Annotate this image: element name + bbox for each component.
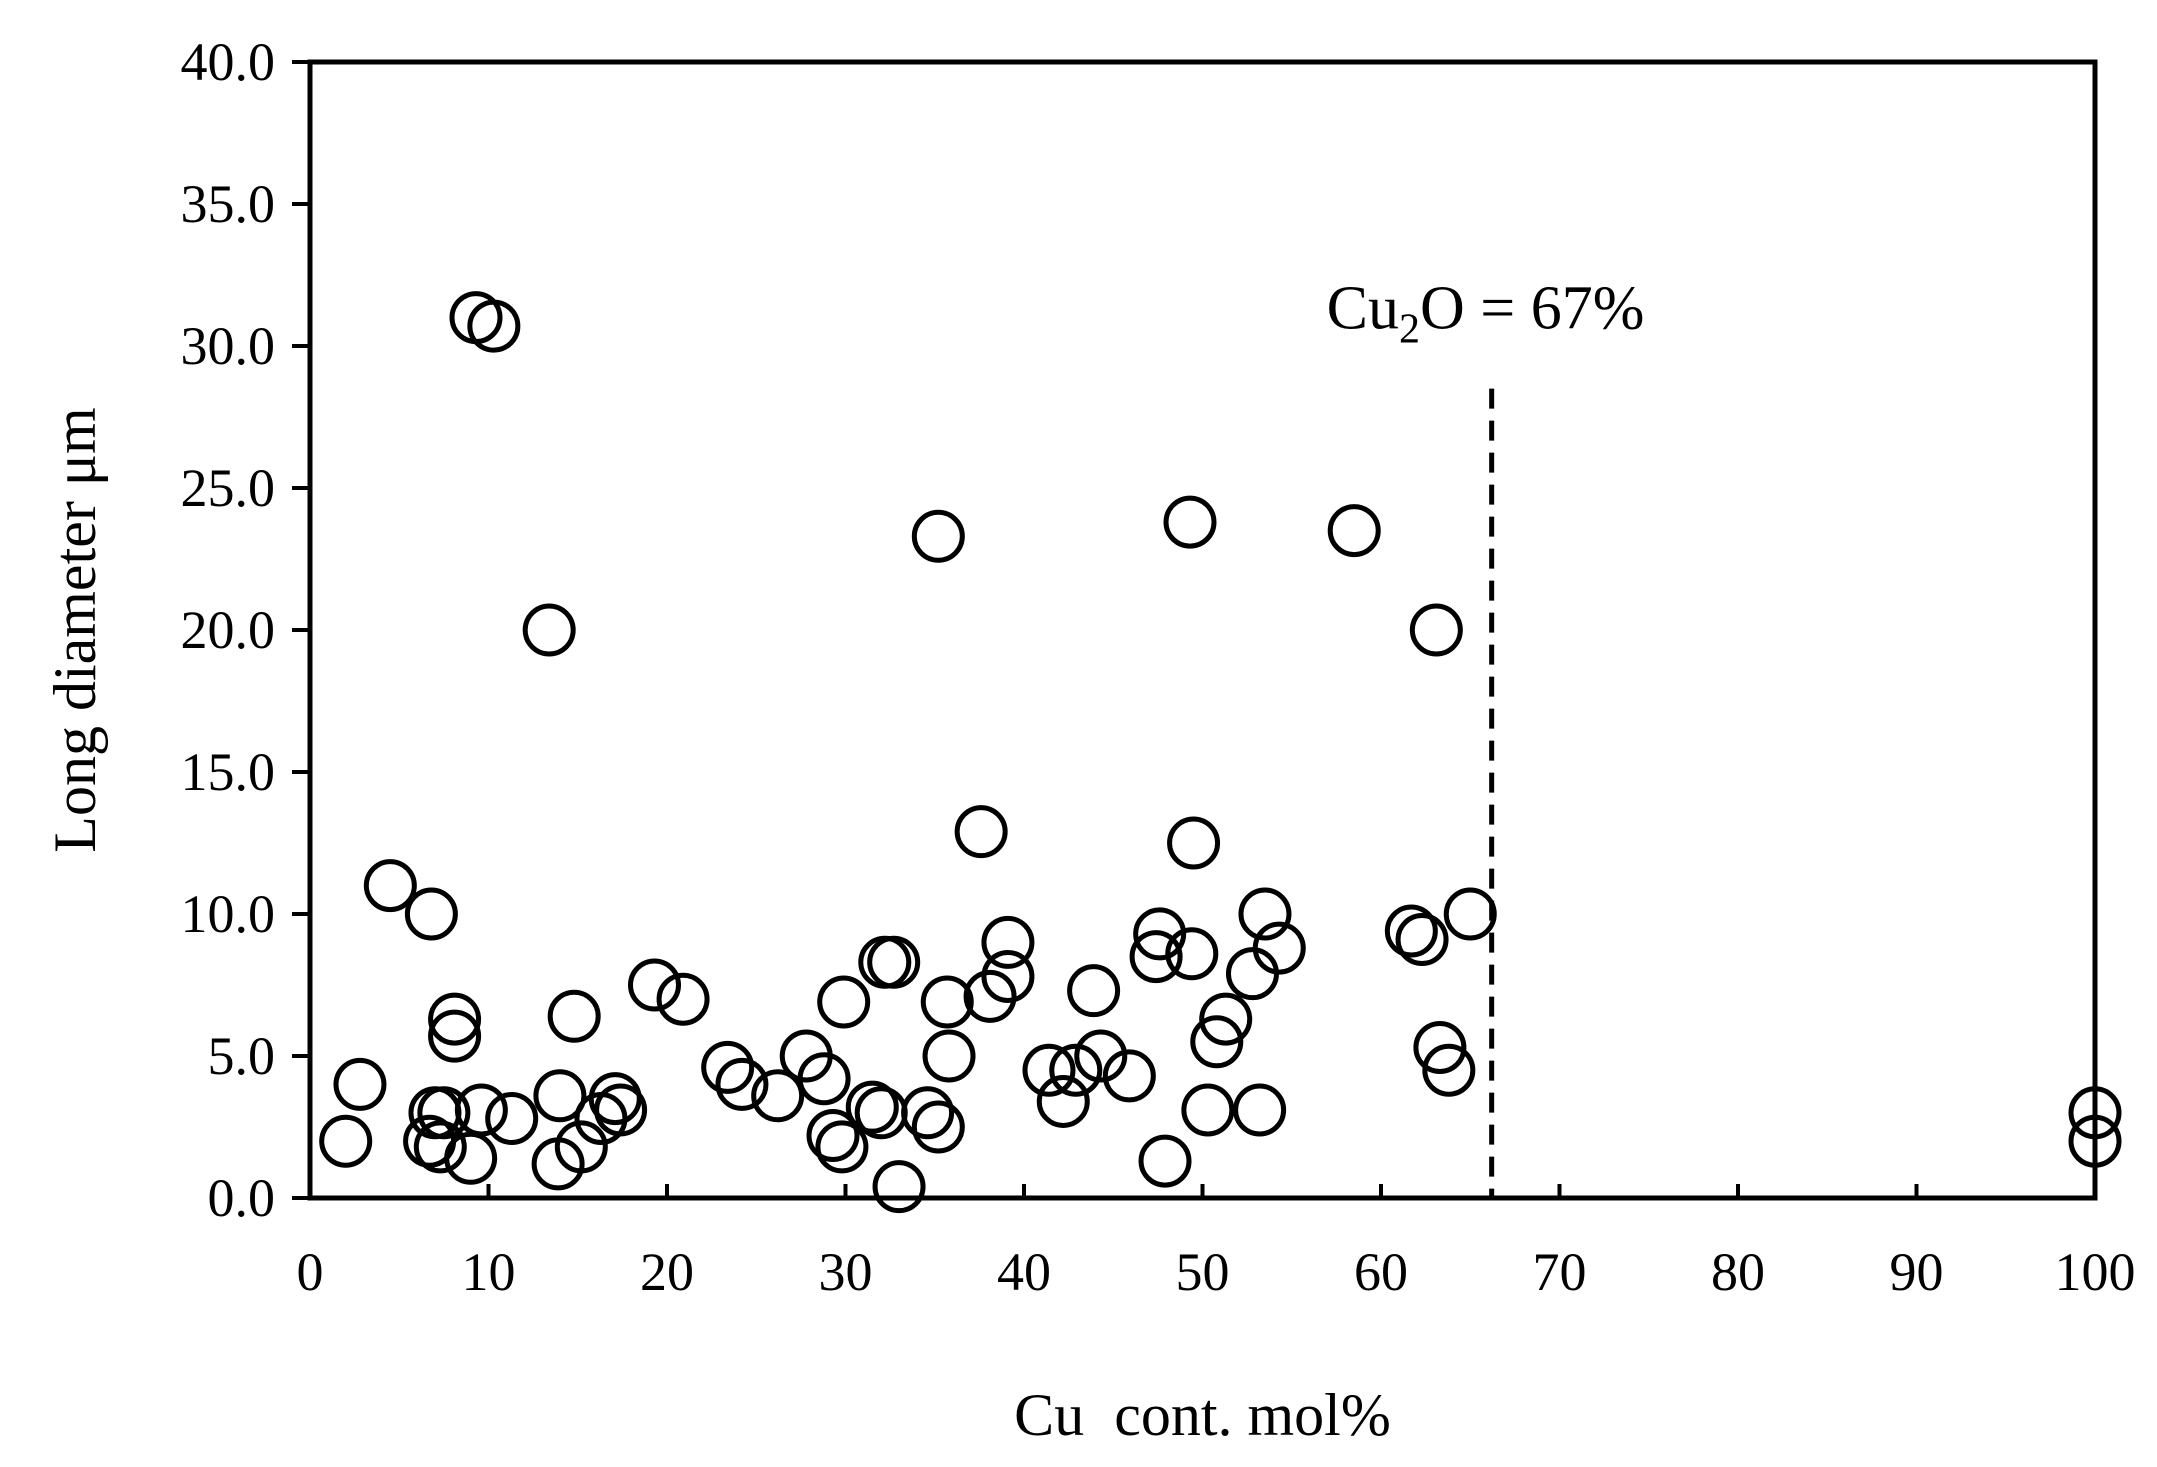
data-point bbox=[1413, 1020, 1467, 1074]
x-tick-label: 40 bbox=[997, 1242, 1051, 1302]
data-point bbox=[954, 805, 1008, 859]
y-tick-label: 5.0 bbox=[208, 1026, 276, 1086]
x-tick-label: 10 bbox=[462, 1242, 516, 1302]
data-point bbox=[554, 1120, 608, 1174]
data-point bbox=[413, 1120, 467, 1174]
data-point bbox=[922, 1029, 976, 1083]
data-point bbox=[522, 603, 576, 657]
y-axis-title: Long diameter μm bbox=[42, 407, 108, 852]
data-point bbox=[1190, 1015, 1244, 1069]
data-point bbox=[815, 1120, 869, 1174]
data-point bbox=[404, 887, 458, 941]
data-point bbox=[1384, 904, 1438, 958]
data-point bbox=[854, 1086, 908, 1140]
data-point bbox=[1422, 1043, 1476, 1097]
data-point bbox=[911, 509, 965, 563]
data-point bbox=[319, 1114, 373, 1168]
data-point bbox=[444, 1131, 498, 1185]
data-point bbox=[911, 1100, 965, 1154]
data-point bbox=[981, 949, 1035, 1003]
cu2o-annotation: Cu2O = 67% bbox=[1327, 275, 1645, 353]
data-point bbox=[1133, 907, 1187, 961]
y-tick-label: 40.0 bbox=[181, 32, 276, 92]
y-tick-label: 10.0 bbox=[181, 884, 276, 944]
x-tick-label: 60 bbox=[1354, 1242, 1408, 1302]
data-point bbox=[1067, 964, 1121, 1018]
data-point bbox=[1252, 921, 1306, 975]
annotation-subscript: 2 bbox=[1399, 307, 1420, 353]
annotation-main: Cu bbox=[1327, 275, 1399, 343]
x-tick-label: 70 bbox=[1533, 1242, 1587, 1302]
x-tick-label: 80 bbox=[1711, 1242, 1765, 1302]
data-point bbox=[751, 1069, 805, 1123]
y-tick-label: 35.0 bbox=[181, 174, 276, 234]
data-point bbox=[701, 1040, 755, 1094]
data-point bbox=[845, 1080, 899, 1134]
x-tick-label: 90 bbox=[1890, 1242, 1944, 1302]
data-point bbox=[797, 1052, 851, 1106]
data-point bbox=[1233, 1083, 1287, 1137]
data-point bbox=[806, 1109, 860, 1163]
y-tick-label: 30.0 bbox=[181, 316, 276, 376]
data-point bbox=[817, 975, 871, 1029]
data-point bbox=[1409, 603, 1463, 657]
data-point bbox=[872, 1160, 926, 1214]
data-point bbox=[533, 1069, 587, 1123]
data-point bbox=[1036, 1074, 1090, 1128]
x-tick-label: 30 bbox=[819, 1242, 873, 1302]
y-tick-label: 25.0 bbox=[181, 458, 276, 518]
data-point bbox=[1443, 887, 1497, 941]
data-point bbox=[1238, 887, 1292, 941]
data-point bbox=[428, 992, 482, 1046]
data-point bbox=[628, 958, 682, 1012]
data-point bbox=[1395, 913, 1449, 967]
data-point bbox=[417, 1086, 471, 1140]
x-tick-label: 100 bbox=[2055, 1242, 2136, 1302]
data-point bbox=[363, 859, 417, 913]
data-points bbox=[319, 291, 2122, 1214]
data-point bbox=[1049, 1043, 1103, 1097]
data-point bbox=[901, 1086, 955, 1140]
data-point bbox=[715, 1057, 769, 1111]
data-point bbox=[963, 969, 1017, 1023]
annotation-rest: O = 67% bbox=[1420, 275, 1644, 343]
y-axis-ticks: 0.0 5.0 10.0 15.0 20.0 25.0 30.0 35.0 40.0 bbox=[181, 32, 310, 1228]
data-point bbox=[485, 1091, 539, 1145]
data-point bbox=[1074, 1029, 1128, 1083]
data-point bbox=[981, 915, 1035, 969]
data-point bbox=[1165, 927, 1219, 981]
x-tick-label: 50 bbox=[1176, 1242, 1230, 1302]
data-point bbox=[656, 972, 710, 1026]
data-point bbox=[454, 1083, 508, 1137]
y-tick-label: 15.0 bbox=[181, 742, 276, 802]
x-tick-label: 20 bbox=[640, 1242, 694, 1302]
data-point bbox=[333, 1057, 387, 1111]
x-axis-title: Cu cont. mol% bbox=[1014, 1382, 1391, 1448]
data-point bbox=[1163, 495, 1217, 549]
data-point bbox=[1102, 1049, 1156, 1103]
x-tick-label: 0 bbox=[297, 1242, 324, 1302]
data-point bbox=[1022, 1043, 1076, 1097]
data-point bbox=[920, 975, 974, 1029]
data-point bbox=[1327, 504, 1381, 558]
data-point bbox=[467, 299, 521, 353]
data-point bbox=[867, 935, 921, 989]
plot-area-frame bbox=[307, 59, 2098, 1201]
data-point bbox=[547, 989, 601, 1043]
data-point bbox=[1199, 992, 1253, 1046]
data-point bbox=[1167, 816, 1221, 870]
x-axis-ticks: 0 10 20 30 40 50 60 70 80 90 100 bbox=[297, 1184, 2136, 1302]
data-point bbox=[594, 1083, 648, 1137]
y-tick-label: 20.0 bbox=[181, 600, 276, 660]
data-point bbox=[1138, 1134, 1192, 1188]
data-point bbox=[1181, 1083, 1235, 1137]
data-point bbox=[428, 1009, 482, 1063]
data-point bbox=[1129, 930, 1183, 984]
y-tick-label: 0.0 bbox=[208, 1168, 276, 1228]
